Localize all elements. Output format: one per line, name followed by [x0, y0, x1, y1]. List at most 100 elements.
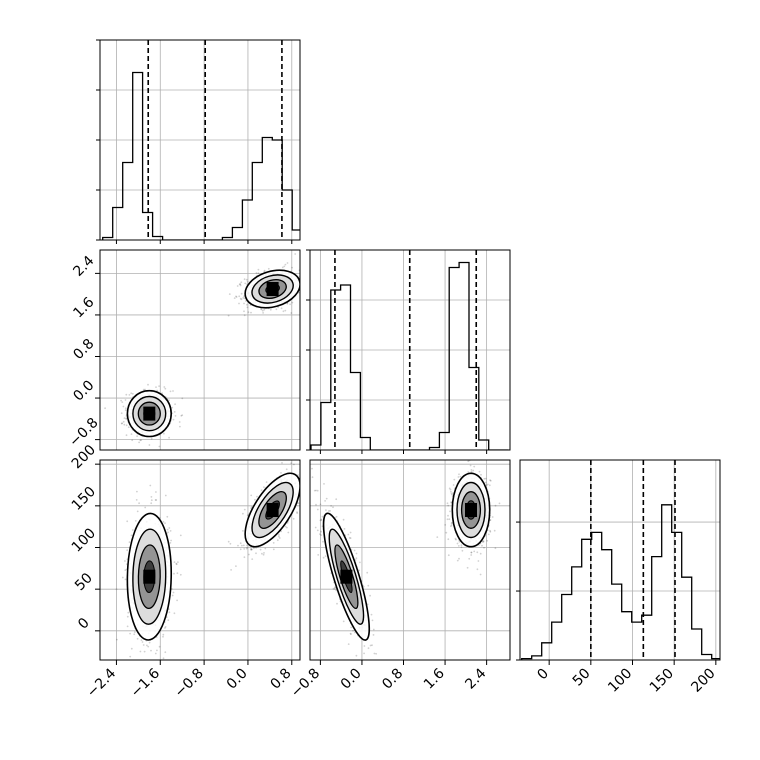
scatter-point	[450, 490, 452, 493]
scatter-point	[335, 498, 338, 501]
scatter-point	[173, 561, 176, 563]
scatter-point	[322, 540, 324, 543]
scatter-point	[243, 314, 246, 317]
scatter-point	[323, 483, 325, 485]
scatter-point	[136, 490, 138, 493]
scatter-point	[123, 423, 126, 426]
scatter-point	[482, 540, 485, 542]
x-tick-label: 100	[605, 666, 635, 696]
scatter-point	[302, 283, 304, 285]
scatter-point	[169, 542, 172, 544]
scatter-point	[444, 524, 447, 526]
scatter-point	[124, 409, 127, 412]
scatter-point	[317, 554, 320, 556]
scatter-point	[128, 394, 131, 396]
scatter-point	[319, 533, 321, 535]
scatter-point	[238, 295, 241, 298]
scatter-point	[163, 432, 165, 435]
scatter-point	[263, 270, 266, 273]
scatter-point	[124, 407, 127, 410]
scatter-point	[126, 520, 129, 523]
scatter-point	[347, 533, 350, 536]
scatter-point	[125, 424, 128, 427]
scatter-point	[254, 498, 256, 501]
scatter-point	[142, 388, 145, 391]
panel-frame	[519, 459, 721, 661]
scatter-point	[173, 411, 176, 413]
scatter-point	[143, 650, 146, 653]
scatter-point	[470, 554, 473, 556]
scatter-point	[371, 619, 374, 622]
scatter-point	[154, 499, 157, 501]
scatter-point	[173, 612, 176, 615]
scatter-point	[227, 314, 230, 317]
scatter-point	[124, 399, 127, 401]
scatter-point	[138, 441, 141, 444]
scatter-point	[148, 444, 151, 446]
scatter-point	[354, 631, 356, 634]
scatter-point	[493, 529, 496, 532]
scatter-point	[316, 508, 319, 511]
scatter-point	[470, 469, 473, 471]
scatter-point	[181, 397, 184, 400]
scatter-point	[168, 527, 171, 529]
scatter-point	[150, 502, 153, 505]
scatter-point	[320, 519, 323, 522]
scatter-point	[246, 306, 249, 309]
scatter-point	[130, 534, 133, 537]
panel-frame	[99, 249, 301, 451]
scatter-point	[130, 433, 133, 435]
scatter-point	[302, 280, 304, 282]
scatter-point	[466, 566, 469, 569]
scatter-point	[256, 495, 258, 498]
scatter-point	[168, 611, 171, 614]
scatter-point	[176, 599, 179, 602]
y-tick-label: 50	[72, 570, 96, 594]
scatter-point	[282, 310, 285, 313]
density-peak	[465, 503, 477, 517]
scatter-point	[355, 557, 358, 560]
scatter-point	[355, 552, 358, 555]
scatter-point	[245, 300, 247, 302]
density-panel-1-2	[311, 460, 501, 657]
scatter-point	[473, 465, 476, 468]
scatter-point	[125, 417, 128, 420]
scatter-point	[260, 308, 262, 310]
scatter-point	[293, 463, 295, 466]
scatter-point	[245, 547, 248, 550]
density-panel-0-1	[104, 253, 304, 448]
scatter-point	[272, 548, 275, 551]
scatter-point	[168, 436, 171, 439]
scatter-point	[290, 453, 292, 455]
scatter-point	[358, 569, 361, 572]
scatter-point	[487, 533, 490, 536]
scatter-point	[121, 576, 124, 579]
scatter-point	[130, 647, 133, 650]
scatter-point	[454, 537, 457, 540]
scatter-point	[141, 641, 144, 643]
scatter-point	[164, 651, 167, 654]
y-tick-label: 0.8	[70, 336, 97, 363]
scatter-point	[352, 629, 354, 632]
scatter-point	[489, 519, 492, 521]
scatter-point	[167, 531, 170, 534]
scatter-point	[342, 518, 345, 521]
scatter-point	[172, 418, 175, 421]
scatter-point	[332, 506, 334, 509]
scatter-point	[451, 493, 453, 496]
scatter-point	[104, 407, 106, 410]
scatter-point	[275, 308, 278, 311]
scatter-point	[315, 503, 317, 506]
scatter-point	[455, 538, 457, 541]
scatter-point	[349, 531, 352, 534]
scatter-point	[147, 383, 149, 386]
scatter-point	[332, 587, 335, 590]
scatter-point	[267, 267, 270, 270]
scatter-point	[243, 556, 246, 559]
scatter-point	[473, 550, 476, 553]
scatter-point	[363, 652, 365, 655]
scatter-point	[262, 312, 264, 314]
scatter-point	[228, 293, 231, 295]
scatter-point	[139, 439, 142, 442]
scatter-point	[276, 539, 279, 542]
